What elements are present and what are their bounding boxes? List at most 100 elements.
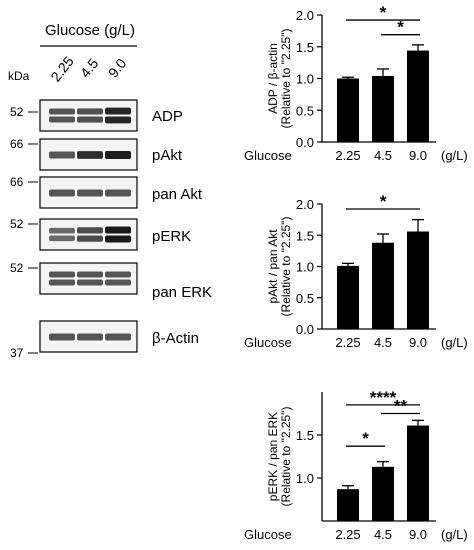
bar xyxy=(372,242,394,329)
y-tick-label: 1.0 xyxy=(296,471,314,486)
kda-marker: 52 xyxy=(10,105,24,119)
blot-band xyxy=(49,227,75,234)
x-axis-unit: (g/L) xyxy=(441,335,468,350)
blot-band xyxy=(77,189,103,197)
blot-band xyxy=(49,116,75,123)
lane-label: 4.5 xyxy=(77,55,102,80)
bar xyxy=(337,78,359,142)
significance-label: **** xyxy=(370,388,397,407)
y-tick-label: 0.5 xyxy=(296,103,314,118)
blot-panel-label: β-Actin xyxy=(152,330,199,347)
blot-header: Glucose (g/L) xyxy=(45,22,135,39)
y-tick-label: 2.0 xyxy=(296,8,314,23)
x-tick-label: 4.5 xyxy=(374,148,392,163)
y-tick-label: 0.0 xyxy=(296,322,314,337)
blot-panel: β-Actin xyxy=(39,320,199,353)
x-axis-label: Glucose xyxy=(244,527,292,542)
blot-panel: pAkt xyxy=(39,138,183,171)
significance-label: * xyxy=(380,192,387,211)
significance-label: * xyxy=(380,3,387,22)
blot-panel-label: ADP xyxy=(152,108,183,125)
blot-band xyxy=(49,189,75,197)
blot-band xyxy=(49,108,75,115)
blot-band xyxy=(49,333,75,341)
blot-band xyxy=(49,151,75,159)
blot-band xyxy=(77,116,103,123)
x-tick-label: 9.0 xyxy=(409,148,427,163)
y-axis-label: (Relative to "2.25") xyxy=(279,29,293,129)
y-tick-label: 1.5 xyxy=(296,228,314,243)
x-axis-label: Glucose xyxy=(244,148,292,163)
x-axis-unit: (g/L) xyxy=(441,148,468,163)
y-axis-label: pAkt / pan Akt xyxy=(266,229,280,304)
blot-band xyxy=(77,151,103,159)
blot-panel-frame xyxy=(39,262,138,295)
x-tick-label: 2.25 xyxy=(335,148,360,163)
blot-band xyxy=(105,333,131,341)
blot-panel-label: pan Akt xyxy=(152,186,203,203)
x-tick-label: 4.5 xyxy=(374,335,392,350)
significance-label: ** xyxy=(394,397,408,416)
blot-band xyxy=(105,226,131,234)
bar xyxy=(407,50,429,143)
y-axis-label: pERK / pan ERK xyxy=(266,412,280,501)
y-tick-label: 1.0 xyxy=(296,260,314,275)
bar-chart: 0.0 0.5 1.0 1.5 2.0 ADP / β-actin (Relative to… xyxy=(244,3,468,163)
x-tick-label: 9.0 xyxy=(409,335,427,350)
y-axis-label: ADP / β-actin xyxy=(266,43,280,114)
kda-marker: 66 xyxy=(10,137,24,151)
blot-band xyxy=(105,151,131,159)
blot-band xyxy=(105,116,131,124)
kda-marker: 66 xyxy=(10,175,24,189)
blot-band xyxy=(105,189,131,197)
x-tick-label: 4.5 xyxy=(374,527,392,542)
y-tick-label: 2.0 xyxy=(296,197,314,212)
y-axis-label: (Relative to "2.25") xyxy=(279,407,293,507)
x-axis-unit: (g/L) xyxy=(441,527,468,542)
kda-marker: 52 xyxy=(10,217,24,231)
blot-band xyxy=(77,279,103,286)
bar xyxy=(372,466,394,521)
blot-panel: pan ERK xyxy=(39,262,212,301)
blot-band xyxy=(77,333,103,341)
significance-label: * xyxy=(397,18,404,37)
blot-band xyxy=(105,279,131,286)
blot-panel: pERK xyxy=(39,218,191,251)
blot-band xyxy=(77,235,103,242)
y-tick-label: 1.5 xyxy=(296,428,314,443)
blot-band xyxy=(105,107,131,115)
kda-marker: 52 xyxy=(10,261,24,275)
blot-band xyxy=(77,227,103,234)
blot-panel-label: pERK xyxy=(152,228,191,245)
blot-panel: ADP xyxy=(39,99,183,132)
lane-label: 2.25 xyxy=(47,53,77,84)
bar xyxy=(407,425,429,521)
blot-panel-frame xyxy=(39,218,138,251)
blot-band xyxy=(105,271,131,278)
blot-band xyxy=(105,235,131,243)
bar-chart: 1.0 1.5 pERK / pan ERK (Relative to "2.25")… xyxy=(244,388,468,542)
bar xyxy=(407,231,429,329)
blot-panel-label: pAkt xyxy=(152,147,183,164)
bar xyxy=(337,489,359,521)
y-tick-label: 1.5 xyxy=(296,40,314,55)
blot-band xyxy=(77,271,103,278)
x-tick-label: 9.0 xyxy=(409,527,427,542)
bar xyxy=(337,265,359,329)
y-axis-label: (Relative to "2.25") xyxy=(279,217,293,317)
lane-label: 9.0 xyxy=(105,55,130,80)
y-tick-label: 0.0 xyxy=(296,135,314,150)
blot-panel-label: pan ERK xyxy=(152,284,212,301)
bar-chart: 0.0 0.5 1.0 1.5 2.0 pAkt / pan Akt (Relative t… xyxy=(244,192,468,350)
x-axis-label: Glucose xyxy=(244,335,292,350)
x-tick-label: 2.25 xyxy=(335,527,360,542)
blot-band xyxy=(49,279,75,286)
blot-band xyxy=(49,235,75,242)
significance-label: * xyxy=(362,429,369,448)
blot-band xyxy=(77,108,103,115)
blot-panel: pan Akt xyxy=(39,176,203,209)
x-tick-label: 2.25 xyxy=(335,335,360,350)
western-blot: Glucose (g/L) kDa 2.25 4.5 9.0 52 66 66 … xyxy=(8,22,212,360)
y-tick-label: 0.5 xyxy=(296,291,314,306)
